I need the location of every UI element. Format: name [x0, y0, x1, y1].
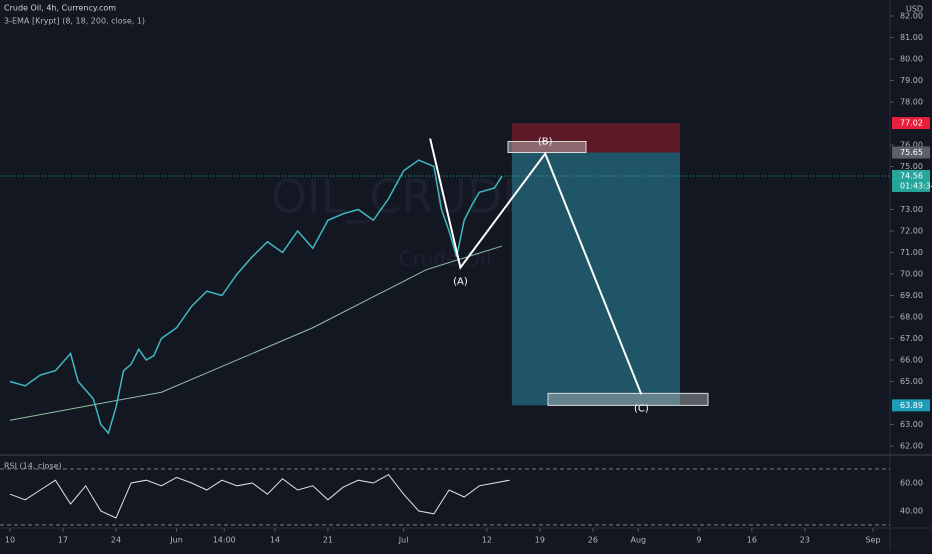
stop-zone — [511, 123, 680, 153]
rsi-tick-label: 60.00 — [900, 479, 923, 488]
target-box — [547, 392, 709, 406]
current-price-bg — [892, 169, 930, 192]
price-tick-label: 66.00 — [900, 356, 923, 365]
price-tick-label: 65.00 — [900, 377, 923, 386]
price-line — [9, 159, 503, 435]
time-tick-label: 14 — [270, 536, 280, 545]
rsi-tick-label: 40.00 — [900, 507, 923, 516]
time-tick-label: 12 — [482, 536, 492, 545]
price-tick-label: 67.00 — [900, 334, 923, 343]
price-tick-label: 63.00 — [900, 420, 923, 429]
target-price-bg — [892, 399, 930, 412]
stop-price: 77.02 — [900, 119, 923, 128]
current-price-countdown: 01:43:34 — [900, 181, 932, 190]
time-tick-label: 9 — [696, 536, 701, 545]
price-tick-label: 82.00 — [900, 12, 923, 21]
time-tick-label: 23 — [800, 536, 810, 545]
wave-label: (C) — [634, 403, 649, 414]
watermark-name: Crude Oil — [398, 247, 491, 271]
rsi-title: RSI (14, close) — [4, 462, 62, 471]
price-tick-label: 76.00 — [900, 141, 923, 150]
price-tick-label: 68.00 — [900, 313, 923, 322]
time-tick-label: 21 — [323, 536, 333, 545]
header-title: Crude Oil, 4h, Currency.com — [4, 4, 116, 13]
price-tick-label: 79.00 — [900, 76, 923, 85]
time-tick-label: 16 — [747, 536, 757, 545]
price-tick-label: 72.00 — [900, 227, 923, 236]
price-tick-label: 81.00 — [900, 33, 923, 42]
time-tick-label: 17 — [58, 536, 68, 545]
price-tick-label: 75.00 — [900, 162, 923, 171]
time-tick-label: Sep — [865, 536, 880, 545]
stop-price-bg — [892, 117, 930, 130]
price-tick-label: 71.00 — [900, 248, 923, 257]
ema-200 — [9, 245, 503, 421]
currency: USD — [906, 5, 923, 14]
time-tick-label: Jul — [398, 536, 409, 545]
time-tick-label: 19 — [535, 536, 545, 545]
price-tick-label: 73.00 — [900, 205, 923, 214]
price-tick-label: 80.00 — [900, 55, 923, 64]
entry-box — [507, 141, 587, 154]
time-tick-label: 26 — [588, 536, 598, 545]
rsi-line — [9, 473, 510, 519]
target-price: 63.89 — [900, 401, 923, 410]
entry-price: 75.65 — [900, 148, 923, 157]
price-tick-label: 69.00 — [900, 291, 923, 300]
wave-lines — [429, 138, 643, 395]
indicator-label: 3-EMA [Krypt] (8, 18, 200, close, 1) — [4, 17, 145, 26]
price-tick-label: 70.00 — [900, 270, 923, 279]
time-tick-label: Aug — [630, 536, 646, 545]
time-tick-label: 14:00 — [213, 536, 236, 545]
price-tick-label: 78.00 — [900, 98, 923, 107]
time-tick-label: 10 — [5, 536, 15, 545]
time-tick-label: Jun — [169, 536, 183, 545]
current-price: 74.56 — [900, 171, 923, 180]
wave-label: (A) — [453, 277, 468, 288]
entry-price-bg — [892, 146, 930, 159]
price-tick-label: 62.00 — [900, 442, 923, 451]
time-tick-label: 24 — [111, 536, 121, 545]
wave-label: (B) — [538, 137, 553, 148]
